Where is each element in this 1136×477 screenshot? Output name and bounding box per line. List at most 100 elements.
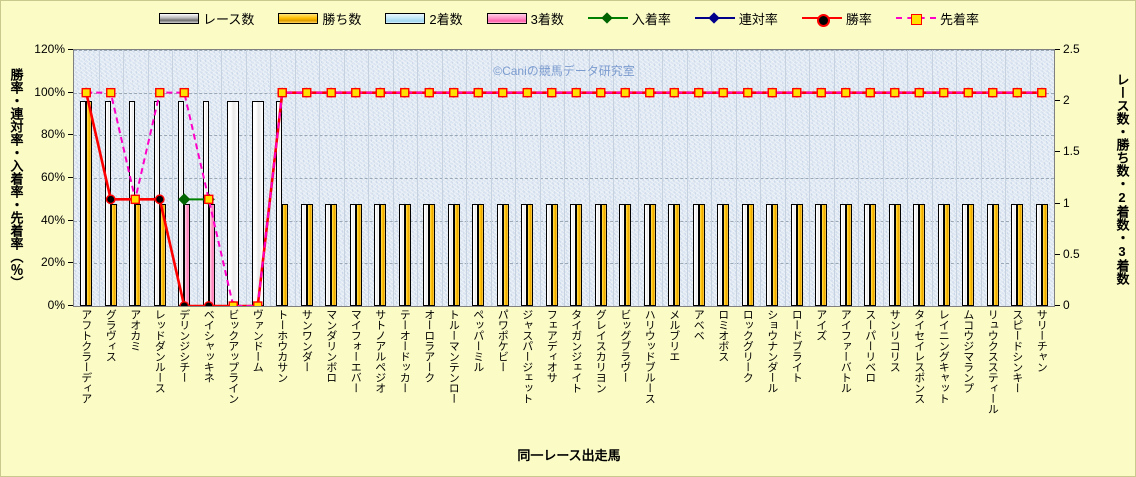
bar-race [80,101,87,306]
legend-item-6[interactable]: 連対率 [694,9,778,28]
bar-win [282,203,289,306]
gridline-vertical [294,50,296,306]
x-axis-label: ジャスパージェット [520,309,533,404]
bar-race [962,203,969,306]
legend-item-8[interactable]: 先着率 [895,9,979,28]
bar-win [306,203,313,306]
gridline-vertical [637,50,639,306]
bar-win [576,203,583,306]
legend-swatch-bar [159,12,200,24]
x-axis-label: ショウナンダール [765,309,778,393]
data-point-marker [178,193,191,206]
y-left-tickmark [68,49,73,50]
y-left-tickmark [68,134,73,136]
y-right-tick: 2 [1063,93,1070,108]
y-right-tick: 2.5 [1063,42,1080,56]
y-left-tickmark [68,177,73,178]
legend-swatch-line [587,12,628,24]
gridline-vertical [441,50,443,306]
data-point-marker [890,87,900,98]
data-point-marker [105,194,116,205]
bar-win [453,203,460,306]
x-axis-label: トルーマンテンロー [447,309,460,404]
bar-win [625,203,632,306]
bar-race [766,203,773,306]
bar-win [527,203,534,306]
bar-win [821,203,828,306]
gridline-vertical [490,50,492,306]
gridline-vertical [196,50,198,306]
data-point-marker [963,87,973,98]
data-point-marker [351,87,361,98]
legend-item-5[interactable]: 入着率 [587,9,671,28]
bar-race [986,203,993,306]
data-point-marker [620,87,630,98]
bar-race [423,203,430,306]
data-point-marker [645,87,655,98]
data-point-marker [400,87,410,98]
legend-swatch-bar [486,12,527,24]
gridline-vertical [882,50,884,306]
y-right-tick: 1 [1063,195,1070,210]
y-right-tickmark [1055,202,1060,204]
bar-race [839,203,846,306]
y-left-tickmark [68,262,73,264]
x-axis-label: ハリウッドブルース [643,309,656,404]
y-axis-right-title: レース数・勝ち数・2着数・3着数 [1114,72,1130,285]
data-point-marker [522,87,532,98]
y-left-tick: 20% [40,255,65,270]
y-right-tickmark [1055,100,1060,102]
x-axis-labels: アフトクラーディア グラヴィス アオカミ レッドダンルース デリンジシチー ベイシャッキネ… [73,309,1055,421]
gridline-vertical [980,50,982,306]
x-axis-label: オーロラアーク [422,309,435,383]
bar-race [594,203,601,306]
legend-item-4[interactable]: 3着数 [486,9,564,28]
data-point-marker [302,87,312,98]
y-right-tickmark [1055,305,1060,306]
bar-win [135,203,142,306]
y-left-tick: 100% [34,84,65,99]
gridline-vertical [686,50,688,306]
y-left-tickmark [68,91,73,93]
bar-win [429,203,436,306]
x-axis-label: メルブリエ [667,309,680,362]
bar-win [723,203,730,306]
legend-item-2[interactable]: 勝ち数 [278,9,361,28]
gridline-vertical [172,50,173,306]
bar-race [913,203,920,306]
bar-win [1041,203,1048,306]
x-axis-label: ビッグブラヴー [618,309,631,383]
legend-swatch-line [694,12,735,24]
data-point-marker [179,301,190,306]
x-axis-label: アベベ [692,309,705,341]
data-point-marker [375,87,385,98]
x-axis-label: フェアディオサ [545,309,558,383]
bar-race [668,203,675,306]
legend-label: 勝率 [845,11,872,27]
gridline-vertical [613,50,614,306]
x-axis-label: ロミオボス [716,309,729,362]
data-point-marker [228,301,238,306]
data-point-marker [106,87,116,98]
bar-win [943,203,950,306]
bar-win [919,203,926,306]
legend-item-1[interactable]: レース数 [159,9,254,28]
bar-race [374,203,381,306]
x-axis-label: ロックグリーク [741,309,754,383]
bar-race [741,203,748,306]
data-point-marker [547,87,557,98]
gridline-vertical [270,50,271,306]
gridline-vertical [1029,50,1031,306]
x-axis-label: パワポケビー [496,309,509,372]
legend-item-3[interactable]: 2着数 [385,9,463,28]
data-point-marker [914,87,924,98]
data-point-marker [498,87,508,98]
bar-win [159,203,166,306]
lines-layer [81,87,1047,306]
data-point-marker [155,87,165,98]
gridline-vertical [907,50,908,306]
legend-item-7[interactable]: 勝率 [801,9,872,28]
data-point-marker [130,194,140,205]
gridline-vertical [809,50,810,306]
bar-race [815,203,822,306]
